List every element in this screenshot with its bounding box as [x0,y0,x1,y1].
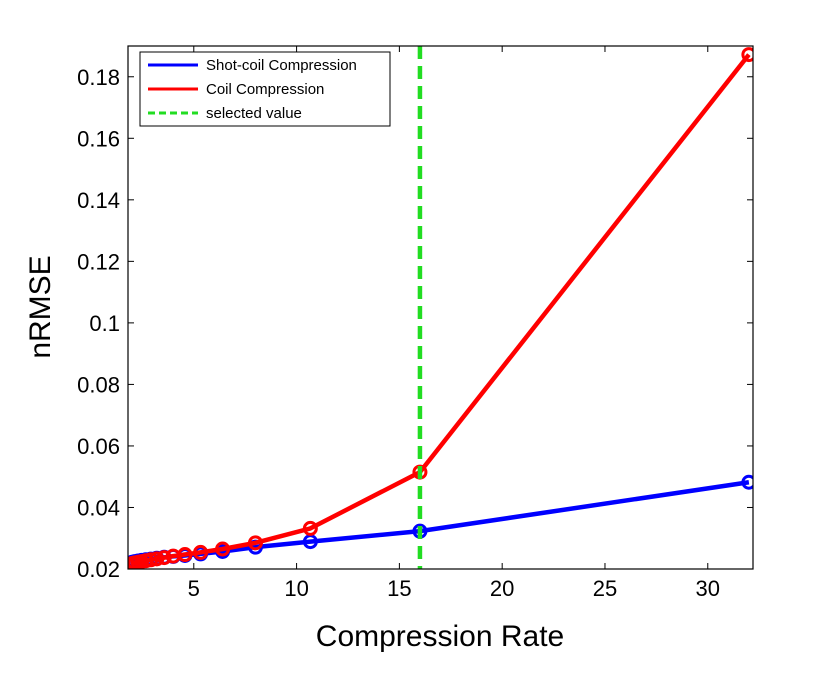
plot-area [128,46,753,569]
data-point [741,47,753,63]
data-point [247,535,263,551]
y-tick-label: 0.08 [77,372,120,397]
data-point [149,551,165,567]
data-point [177,547,193,563]
data-point [143,552,159,568]
y-tick-label: 0.06 [77,434,120,459]
data-point [741,474,753,490]
y-tick-label: 0.14 [77,188,120,213]
x-tick-label: 30 [696,576,720,601]
y-tick-label: 0.16 [77,126,120,151]
y-axis-title: nRMSE [24,255,57,358]
y-tick-label: 0.18 [77,65,120,90]
x-tick-label: 20 [490,576,514,601]
x-tick-label: 10 [284,576,308,601]
legend: Shot-coil Compression Coil Compression sel… [139,51,391,127]
y-tick-label: 0.02 [77,557,120,582]
y-tick-label: 0.12 [77,249,120,274]
data-point [156,550,172,566]
data-point [302,520,318,536]
data-point [215,541,231,557]
y-tick-label: 0.04 [77,495,120,520]
x-tick-label: 15 [387,576,411,601]
legend-label: Shot-coil Compression [206,57,357,74]
legend-label: Coil Compression [206,81,324,98]
x-axis-title: Compression Rate [316,620,564,653]
legend-label: selected value [206,105,302,122]
x-tick-label: 5 [188,576,200,601]
data-point [193,544,209,560]
x-tick-label: 25 [593,576,617,601]
plot-frame [127,45,754,570]
y-tick-label: 0.1 [89,311,120,336]
